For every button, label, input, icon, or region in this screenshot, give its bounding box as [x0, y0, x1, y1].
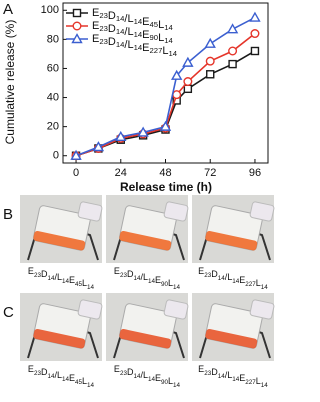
marker — [70, 149, 82, 160]
photo-caption: E23D14/L14E227L14 — [198, 364, 268, 388]
vial-liquid — [205, 328, 258, 349]
marker — [72, 8, 82, 18]
y-tick-label: 20 — [47, 121, 59, 133]
panel-label: A — [3, 1, 13, 18]
marker — [228, 46, 238, 56]
panel-label: C — [3, 304, 14, 321]
vial-liquid — [119, 230, 172, 251]
marker — [206, 70, 215, 79]
photo-caption: E23D14/L14E45L14 — [28, 364, 95, 388]
marker — [250, 46, 260, 56]
vial-cap — [249, 299, 275, 320]
legend-label: E23D14/L14E227L14 — [92, 33, 178, 58]
photo-caption: E23D14/L14E45L14 — [28, 266, 95, 290]
photo-caption: E23D14/L14E227L14 — [198, 266, 268, 290]
photo-caption: E23D14/L14E90L14 — [114, 266, 181, 290]
photo — [192, 195, 275, 263]
vial-liquid — [33, 230, 86, 251]
marker — [205, 56, 215, 66]
vial-liquid — [205, 230, 258, 251]
marker — [92, 141, 105, 152]
x-tick-label: 72 — [204, 167, 216, 179]
legend-label: E23D14/L14E90L14 — [92, 20, 173, 45]
marker — [204, 37, 216, 48]
figure: A Cumulative release (%) Release time (h… — [3, 1, 275, 389]
marker — [137, 126, 149, 137]
y-tick-label: 80 — [47, 33, 59, 45]
x-tick-label: 0 — [73, 167, 79, 179]
marker — [183, 77, 193, 87]
series-line — [75, 50, 256, 157]
marker — [172, 90, 182, 100]
x-tick-label: 48 — [159, 167, 171, 179]
photo-caption: E23D14/L14E90L14 — [114, 364, 181, 388]
photo — [192, 293, 275, 361]
vial-cap — [163, 201, 189, 222]
marker — [250, 29, 260, 39]
marker — [249, 11, 261, 22]
marker — [183, 84, 193, 94]
vial-cap — [163, 299, 189, 320]
vial-cap — [77, 201, 103, 222]
marker — [228, 59, 237, 69]
marker — [159, 120, 172, 131]
y-tick-label: 100 — [41, 4, 59, 16]
vial-liquid — [33, 328, 86, 349]
page: A Cumulative release (%) Release time (h… — [3, 0, 275, 389]
vial-liquid — [119, 328, 172, 349]
series-line — [75, 16, 256, 157]
x-tick-label: 96 — [249, 167, 261, 179]
series-line — [75, 32, 256, 157]
y-tick-label: 40 — [47, 91, 59, 103]
photo — [20, 195, 103, 263]
vial-cap — [77, 299, 103, 320]
photo — [106, 293, 189, 361]
marker — [226, 23, 239, 34]
marker — [115, 130, 127, 142]
y-tick-label: 0 — [53, 150, 59, 162]
photo — [20, 293, 103, 361]
y-tick-label: 60 — [47, 62, 59, 74]
legend-label: E23D14/L14E45L14 — [92, 7, 173, 32]
vial-cap — [249, 201, 275, 222]
marker — [72, 21, 82, 31]
panel-label: B — [3, 206, 13, 223]
x-tick-label: 24 — [115, 167, 127, 179]
y-axis-label: Cumulative release (%) — [3, 20, 17, 145]
marker — [170, 69, 183, 80]
x-axis-label: Release time (h) — [120, 180, 212, 194]
photo — [106, 195, 189, 263]
marker — [71, 33, 83, 44]
marker — [182, 56, 194, 67]
